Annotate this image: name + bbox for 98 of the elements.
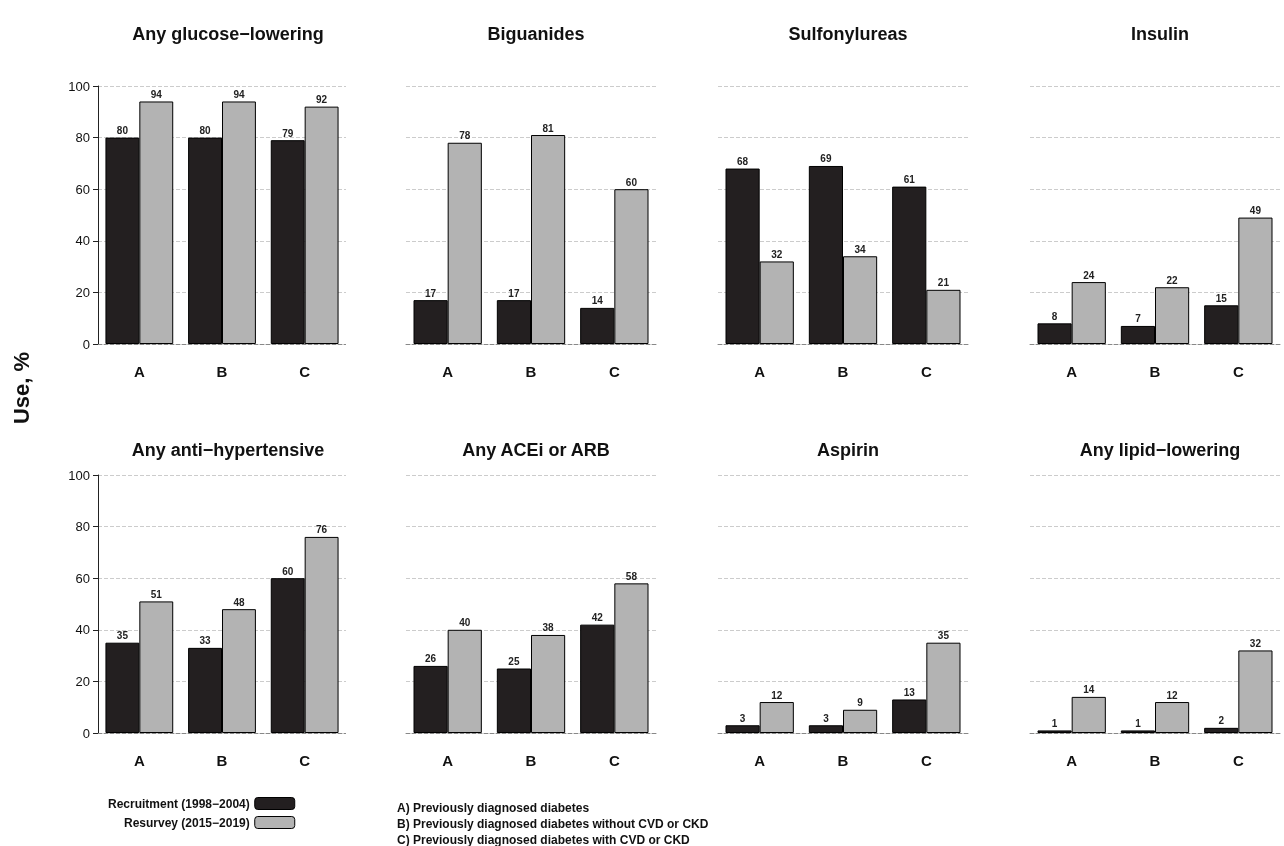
x-tick-label: B <box>1149 752 1161 769</box>
text: B) Previously diagnosed diabetes without CVD or CKD <box>397 816 709 832</box>
x-tick-label: A <box>133 752 145 769</box>
data-label: 15 <box>1215 292 1228 304</box>
data-label: 2 <box>1218 715 1225 727</box>
data-label: 49 <box>1249 205 1262 217</box>
data-label: 61 <box>903 174 916 186</box>
data-label: 80 <box>116 125 129 137</box>
data-label: 94 <box>150 88 163 100</box>
data-label: 25 <box>508 656 520 667</box>
data-label: 1 <box>1135 717 1142 729</box>
chart-title: Any ACEi or ARB <box>462 440 610 460</box>
x-tick-label: C <box>1232 752 1244 769</box>
y-tick-label: 60 <box>75 181 90 197</box>
data-label: 51 <box>150 588 163 600</box>
x-tick-label: A <box>754 363 766 380</box>
y-tick-label: 20 <box>75 284 90 300</box>
x-tick-label: A <box>442 363 454 380</box>
data-label: 35 <box>937 630 950 642</box>
x-tick-label: A <box>754 752 766 769</box>
x-tick-label: B <box>837 363 849 380</box>
data-label: 58 <box>625 570 638 582</box>
x-tick-label: A <box>1066 363 1078 380</box>
data-label: 12 <box>771 689 783 701</box>
data-label: 68 <box>737 156 749 168</box>
data-label: 9 <box>857 697 864 709</box>
chart-title: Aspirin <box>816 440 880 460</box>
data-label: 38 <box>542 622 555 634</box>
data-label: 14 <box>1083 684 1095 696</box>
x-tick-label: B <box>837 752 849 769</box>
data-label: 13 <box>903 686 916 698</box>
data-label: 17 <box>425 287 437 299</box>
text: A) Previously diagnosed diabetes <box>397 800 591 816</box>
x-tick-label: C <box>608 752 620 769</box>
data-label: 60 <box>282 565 294 577</box>
data-label: 12 <box>1166 689 1179 701</box>
text: C) Previously diagnosed diabetes with CVD or CKD <box>397 832 691 846</box>
data-label: 17 <box>508 287 520 299</box>
x-tick-label: C <box>299 363 311 380</box>
x-tick-label: B <box>216 363 228 380</box>
y-axis-title: Use, % <box>9 351 35 425</box>
y-tick-label: 20 <box>75 673 90 689</box>
x-tick-label: B <box>1149 363 1161 380</box>
x-tick-label: A <box>133 363 145 380</box>
data-label: 32 <box>771 248 783 260</box>
x-tick-label: B <box>216 752 228 769</box>
data-label: 21 <box>937 277 950 289</box>
y-tick-label: 0 <box>82 336 90 352</box>
data-label: 26 <box>425 653 437 665</box>
data-label: 60 <box>625 176 638 188</box>
chart-title: Any lipid−lowering <box>1079 440 1241 460</box>
chart-title: Any anti−hypertensive <box>131 440 325 460</box>
data-label: 3 <box>823 712 830 724</box>
data-label: 69 <box>820 153 832 165</box>
data-label: 35 <box>116 630 129 642</box>
y-tick-label: 100 <box>68 467 90 483</box>
y-tick-label: 40 <box>75 233 90 249</box>
data-label: 32 <box>1249 637 1262 649</box>
data-label: 8 <box>1051 310 1058 322</box>
data-label: 81 <box>542 122 555 134</box>
data-label: 48 <box>233 596 245 608</box>
y-tick-label: 100 <box>68 78 90 94</box>
data-label: 1 <box>1051 717 1058 729</box>
data-label: 24 <box>1083 269 1095 281</box>
data-label: 33 <box>199 635 212 647</box>
data-label: 79 <box>282 127 294 139</box>
y-tick-label: 40 <box>75 622 90 638</box>
x-tick-label: A <box>1066 752 1078 769</box>
data-label: 14 <box>591 295 604 307</box>
data-label: 78 <box>459 130 471 142</box>
data-label: 7 <box>1135 313 1142 325</box>
data-label: 92 <box>316 94 328 106</box>
y-tick-label: 0 <box>82 725 90 741</box>
chart-title: Any glucose−lowering <box>132 24 324 44</box>
data-label: 76 <box>316 524 328 536</box>
y-tick-label: 60 <box>75 570 90 586</box>
x-tick-label: B <box>525 363 537 380</box>
data-label: 34 <box>854 243 867 255</box>
data-label: 3 <box>739 712 746 724</box>
legend-label: Recruitment (1998−2004) <box>107 796 250 811</box>
data-label: 42 <box>591 612 604 624</box>
x-tick-label: C <box>920 752 932 769</box>
chart-title: Biguanides <box>487 24 585 44</box>
legend-label: Resurvey (2015−2019) <box>123 815 250 830</box>
chart-title: Sulfonylureas <box>788 24 908 44</box>
x-tick-label: A <box>442 752 454 769</box>
chart-title: Insulin <box>1131 24 1189 44</box>
x-tick-label: C <box>920 363 932 380</box>
y-tick-label: 80 <box>75 130 90 146</box>
data-label: 22 <box>1166 274 1179 286</box>
data-label: 94 <box>233 88 245 100</box>
x-tick-label: C <box>299 752 311 769</box>
y-tick-label: 80 <box>75 519 90 535</box>
x-tick-label: C <box>1232 363 1244 380</box>
x-tick-label: B <box>525 752 537 769</box>
data-label: 40 <box>459 617 471 629</box>
x-tick-label: C <box>608 363 620 380</box>
data-label: 80 <box>199 125 212 137</box>
